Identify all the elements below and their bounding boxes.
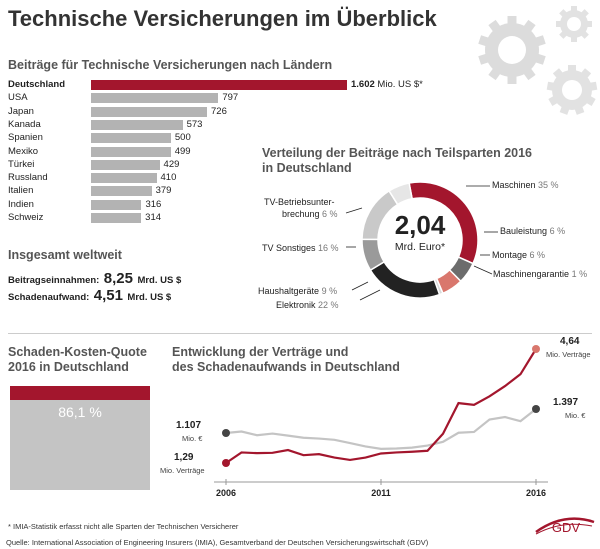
bar (91, 106, 207, 117)
bar-category-label: Russland (8, 172, 48, 184)
bar-category-label: Kanada (8, 118, 41, 130)
claims-total: Schadenaufwand: 4,51 Mrd. US $ (8, 287, 171, 305)
donut-title-line1: Verteilung der Beiträge nach Teilsparten… (262, 146, 533, 160)
line-title-line1: Entwicklung der Verträge und (172, 345, 349, 359)
premium-total: Beitragseinnahmen: 8,25 Mrd. US $ (8, 270, 181, 288)
premium-unit: Mrd. US $ (137, 275, 182, 286)
bar (91, 173, 157, 184)
bar-value-label: 797 (222, 92, 239, 104)
bar-value-label: 379 (155, 185, 172, 197)
claims-line (225, 408, 537, 450)
end-claims-unit: Mio. € (565, 411, 586, 420)
source-note: Quelle: International Association of Eng… (6, 538, 429, 547)
start-claims-unit: Mio. € (182, 434, 203, 443)
bar-category-label: Türkei (8, 158, 35, 170)
gear-icon (556, 6, 592, 42)
premium-label: Beitragseinnahmen: (8, 275, 100, 286)
bar-value-unit: Mio. US $* (374, 79, 423, 90)
claims-label: Schadenaufwand: (8, 292, 90, 303)
x-tick-label: 2006 (216, 488, 236, 498)
label-haushaltgeraete: Haushaltgeräte 9 % (258, 286, 338, 296)
bar (91, 133, 171, 144)
bar-category-label: Deutschland (8, 79, 66, 90)
gdv-logo-text: GDV (552, 520, 581, 535)
bar (91, 199, 142, 210)
label-maschinengarantie: Maschinengarantie 1 % (493, 269, 588, 279)
claims-end-point (532, 405, 540, 413)
bar-category-label: Schweiz (8, 212, 44, 223)
bar-value-label: 1.602 Mio. US $* (351, 79, 423, 90)
start-contracts-value: 1,29 (174, 452, 194, 463)
start-claims-value: 1.107 (176, 420, 202, 431)
label-tv-sonstiges: TV Sonstiges 16 % (262, 243, 339, 253)
combined-ratio-value: 86,1 % (58, 404, 102, 420)
bar-value-label: 573 (186, 118, 203, 130)
bar (91, 213, 142, 223)
claims-unit: Mrd. US $ (127, 292, 172, 303)
donut-center-unit: Mrd. Euro* (394, 241, 446, 253)
label-montage: Montage 6 % (492, 250, 546, 260)
bar-chart-title: Beiträge für Technische Versicherungen n… (8, 58, 333, 72)
label-bauleistung: Bauleistung 6 % (500, 226, 566, 236)
donut-slice (388, 182, 414, 206)
bar-value-label: 500 (174, 132, 191, 144)
contracts-start-point (222, 459, 230, 467)
bar (91, 186, 152, 197)
bar-category-label: Japan (8, 105, 34, 117)
claims-value: 4,51 (93, 287, 123, 304)
end-contracts-unit: Mio. Verträge (546, 350, 591, 359)
bar-category-label: Indien (8, 198, 34, 210)
bar (91, 159, 160, 170)
combined-ratio-bar: 86,1 % (10, 386, 150, 490)
label-elektronik: Elektronik 22 % (276, 300, 339, 310)
totals-title: Insgesamt weltweit (8, 248, 122, 262)
country-bar-chart: Deutschland 1.602 Mio. US $* USA 797 Japan 72… (0, 78, 460, 238)
bar-value-label: 314 (145, 212, 162, 223)
contracts-end-point (532, 345, 540, 353)
bar-category-label: Spanien (8, 132, 43, 144)
bar-value-label: 316 (145, 198, 162, 210)
bar (91, 119, 183, 130)
gear-icon (478, 16, 546, 84)
gdv-logo: GDV (535, 517, 595, 535)
quote-title-line1: Schaden-Kosten-Quote (8, 345, 147, 359)
end-claims-value: 1.397 (553, 397, 579, 408)
bar-value-label: 429 (163, 158, 180, 170)
end-contracts-value: 4,64 (560, 336, 580, 347)
bar (91, 93, 219, 104)
gear-icons-decoration (478, 6, 598, 115)
x-tick-label: 2016 (526, 488, 546, 498)
donut-chart (361, 181, 479, 299)
bar-value-label: 499 (174, 145, 191, 157)
claims-start-point (222, 429, 230, 437)
donut-title-line2: in Deutschland (262, 161, 352, 175)
contracts-line (225, 348, 537, 464)
bar-value-label: 410 (160, 172, 177, 184)
bar-category-label: Mexiko (8, 145, 39, 157)
x-tick-label: 2011 (371, 488, 391, 498)
line-title-line2: des Schadenaufwands in Deutschland (172, 360, 400, 374)
page-title: Technische Versicherungen im Überblick (8, 6, 437, 31)
bar (91, 80, 347, 90)
gear-icon (546, 65, 598, 115)
combined-ratio-cap (10, 386, 150, 401)
bar-category-label: Italien (8, 185, 34, 197)
label-tv-bu-line1: TV-Betriebsunter- (264, 197, 335, 207)
premium-value: 8,25 (103, 270, 133, 287)
footnote: * IMIA-Statistik erfasst nicht alle Spar… (8, 522, 239, 531)
bar-value-label: 726 (211, 105, 227, 117)
bar-category-label: USA (8, 92, 28, 104)
quote-title-line2: 2016 in Deutschland (8, 360, 129, 374)
donut-center-value: 2,04 (394, 210, 446, 240)
start-contracts-unit: Mio. Verträge (160, 466, 205, 475)
label-maschinen: Maschinen 35 % (492, 180, 559, 190)
bar (91, 146, 171, 157)
label-tv-bu-line2: brechung 6 % (282, 209, 338, 219)
section-divider (8, 333, 592, 334)
